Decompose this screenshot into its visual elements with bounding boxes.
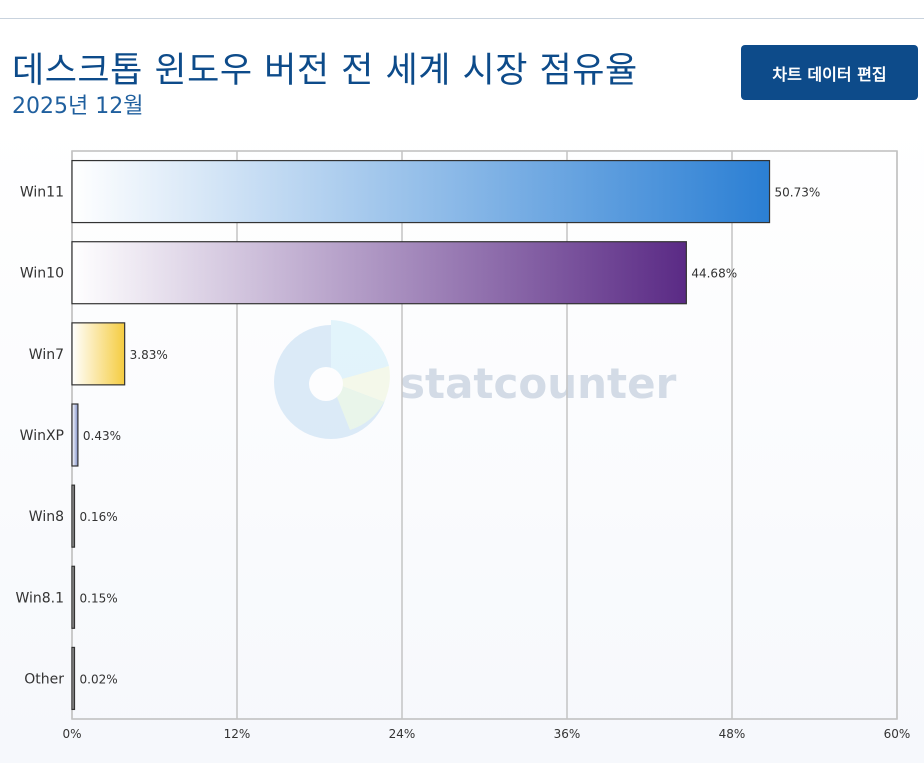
category-label: Win7 [29,347,64,363]
x-tick-label: 48% [719,727,746,741]
x-tick-label: 24% [389,727,416,741]
bar-win7[interactable] [71,322,126,386]
statcounter-logo-icon [274,320,390,439]
edit-chart-data-button[interactable]: 차트 데이터 편집 [741,45,918,100]
top-divider [0,18,924,19]
category-label: Win10 [20,266,64,282]
category-label: WinXP [20,428,64,444]
chart-title: 데스크톱 윈도우 버전 전 세계 시장 점유율 [12,51,638,91]
bar-winxp[interactable] [71,403,79,467]
bar-win10[interactable] [71,241,687,305]
bar-other[interactable] [71,646,76,711]
bar-win8-1[interactable] [71,565,76,629]
value-label: 0.16% [80,510,118,524]
value-label: 44.68% [691,267,737,281]
x-tick-label: 60% [884,727,911,741]
value-label: 0.15% [80,591,118,605]
value-label: 0.02% [80,672,118,686]
category-label: Win11 [20,185,64,201]
x-tick-label: 0% [62,727,81,741]
category-label: Win8.1 [15,590,64,606]
bar-win11[interactable] [71,159,771,224]
plot-frame [71,150,898,720]
x-tick-label: 12% [224,727,251,741]
statcounter-watermark: statcounter [274,320,677,439]
chart-subtitle: 2025년 12월 [12,94,144,119]
bar-win8[interactable] [71,484,76,548]
value-label: 3.83% [130,348,168,362]
category-label: Other [24,671,64,687]
watermark-brand-text: statcounter [400,359,677,408]
x-tick-label: 36% [554,727,581,741]
chart-background [0,120,924,763]
category-label: Win8 [29,509,64,525]
value-label: 50.73% [775,186,821,200]
value-label: 0.43% [83,429,121,443]
